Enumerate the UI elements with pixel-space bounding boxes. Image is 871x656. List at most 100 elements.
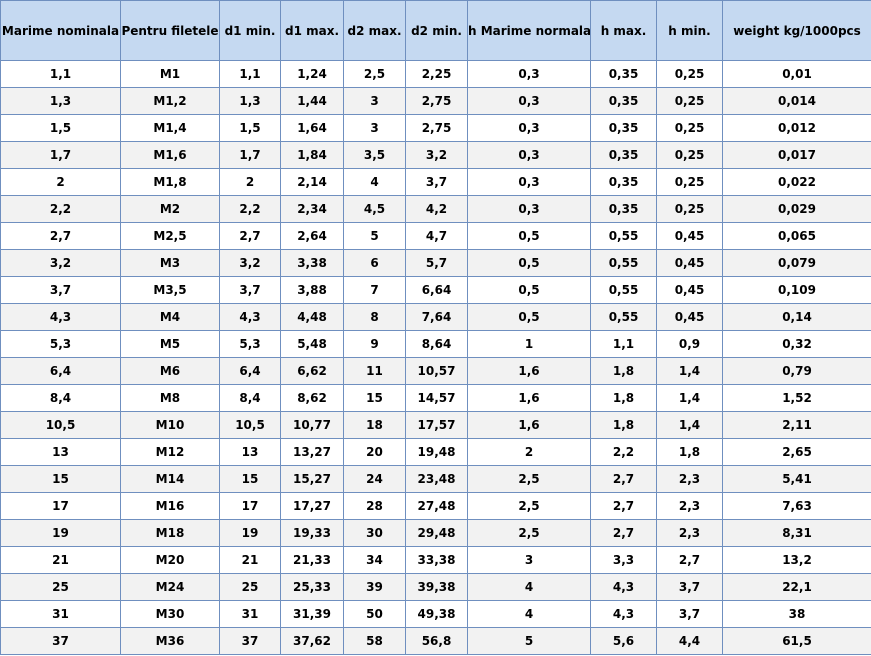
table-cell: 2,5	[467, 492, 591, 520]
table-cell: 4	[467, 573, 591, 601]
table-cell: 2,5	[467, 465, 591, 493]
table-cell: 0,35	[590, 141, 657, 169]
table-cell: 2	[0, 168, 121, 196]
table-cell: 0,3	[467, 60, 591, 88]
table-cell: 1,64	[280, 114, 344, 142]
column-header: d1 max.	[280, 0, 344, 61]
table-cell: 38	[722, 600, 871, 628]
table-cell: 2,34	[280, 195, 344, 223]
table-cell: 27,48	[405, 492, 468, 520]
table-cell: 5,41	[722, 465, 871, 493]
table-cell: 1,1	[219, 60, 281, 88]
table-cell: 3,7	[405, 168, 468, 196]
table-cell: 17	[0, 492, 121, 520]
table-row: 6,4 M6 6,4 6,62 11 10,57 1,6 1,8 1,4 0,79	[0, 357, 871, 385]
table-cell: 0,25	[656, 60, 723, 88]
table-cell: 2,5	[343, 60, 406, 88]
table-cell: 1,7	[219, 141, 281, 169]
table-cell: 58	[343, 627, 406, 655]
table-cell: 3,2	[0, 249, 121, 277]
table-cell: 5,6	[590, 627, 657, 655]
table-cell: 10,5	[0, 411, 121, 439]
table-cell: 0,45	[656, 222, 723, 250]
table-row: 5,3 M5 5,3 5,48 9 8,64 1 1,1 0,9 0,32	[0, 330, 871, 358]
table-cell: 2,7	[0, 222, 121, 250]
table-cell: 21	[0, 546, 121, 574]
table-cell: M2,5	[120, 222, 220, 250]
table-cell: 1,7	[0, 141, 121, 169]
table-cell: 0,14	[722, 303, 871, 331]
table-cell: 2,65	[722, 438, 871, 466]
table-cell: 7,63	[722, 492, 871, 520]
table-cell: 2,3	[656, 519, 723, 547]
table-cell: M1,6	[120, 141, 220, 169]
table-cell: M2	[120, 195, 220, 223]
table-cell: 25,33	[280, 573, 344, 601]
table-cell: 0,35	[590, 168, 657, 196]
column-header: Marime nominala	[0, 0, 121, 61]
table-row: 10,5 M10 10,5 10,77 18 17,57 1,6 1,8 1,4 2,11	[0, 411, 871, 439]
table-cell: M1,8	[120, 168, 220, 196]
table-cell: 13	[219, 438, 281, 466]
table-cell: 0,45	[656, 249, 723, 277]
table-cell: 17,57	[405, 411, 468, 439]
table-cell: 17	[219, 492, 281, 520]
table-cell: 2	[467, 438, 591, 466]
table-cell: 8	[343, 303, 406, 331]
table-cell: 1,44	[280, 87, 344, 115]
table-row: 19 M18 19 19,33 30 29,48 2,5 2,7 2,3 8,31	[0, 519, 871, 547]
table-cell: 1,5	[0, 114, 121, 142]
table-cell: 11	[343, 357, 406, 385]
table-cell: 19,33	[280, 519, 344, 547]
table-cell: 2,14	[280, 168, 344, 196]
table-cell: 37	[219, 627, 281, 655]
table-cell: 1,84	[280, 141, 344, 169]
table-cell: 15	[343, 384, 406, 412]
table-row: 3,2 M3 3,2 3,38 6 5,7 0,5 0,55 0,45 0,079	[0, 249, 871, 277]
table-cell: 8,4	[0, 384, 121, 412]
table-row: 1,5 M1,4 1,5 1,64 3 2,75 0,3 0,35 0,25 0,012	[0, 114, 871, 142]
table-row: 31 M30 31 31,39 50 49,38 4 4,3 3,7 38	[0, 600, 871, 628]
table-cell: 18	[343, 411, 406, 439]
table-cell: 2,7	[590, 519, 657, 547]
table-cell: M1	[120, 60, 220, 88]
table-cell: 0,55	[590, 249, 657, 277]
table-cell: M36	[120, 627, 220, 655]
table-cell: 21,33	[280, 546, 344, 574]
table-cell: 49,38	[405, 600, 468, 628]
table-cell: 1,4	[656, 357, 723, 385]
table-cell: 4,3	[0, 303, 121, 331]
table-cell: 31	[219, 600, 281, 628]
table-cell: 3	[343, 87, 406, 115]
table-cell: 8,4	[219, 384, 281, 412]
table-cell: M14	[120, 465, 220, 493]
table-cell: 0,55	[590, 276, 657, 304]
table-cell: 3,7	[656, 600, 723, 628]
table-cell: 3,7	[656, 573, 723, 601]
table-cell: 23,48	[405, 465, 468, 493]
table-cell: 6,4	[219, 357, 281, 385]
table-cell: 1,52	[722, 384, 871, 412]
table-cell: 3,88	[280, 276, 344, 304]
table-cell: 0,25	[656, 87, 723, 115]
table-cell: 0,35	[590, 87, 657, 115]
table-cell: 61,5	[722, 627, 871, 655]
table-cell: 8,62	[280, 384, 344, 412]
table-cell: 0,3	[467, 87, 591, 115]
table-cell: 10,5	[219, 411, 281, 439]
table-cell: 0,25	[656, 195, 723, 223]
table-cell: 5	[343, 222, 406, 250]
table-cell: 28	[343, 492, 406, 520]
table-cell: 2,75	[405, 87, 468, 115]
table-row: 15 M14 15 15,27 24 23,48 2,5 2,7 2,3 5,41	[0, 465, 871, 493]
table-row: 17 M16 17 17,27 28 27,48 2,5 2,7 2,3 7,63	[0, 492, 871, 520]
table-cell: 19,48	[405, 438, 468, 466]
table-cell: 1,8	[590, 357, 657, 385]
table-cell: 33,38	[405, 546, 468, 574]
table-cell: 3,2	[405, 141, 468, 169]
table-cell: 1	[467, 330, 591, 358]
table-cell: 4	[467, 600, 591, 628]
table-cell: 1,6	[467, 384, 591, 412]
table-cell: 2,7	[219, 222, 281, 250]
